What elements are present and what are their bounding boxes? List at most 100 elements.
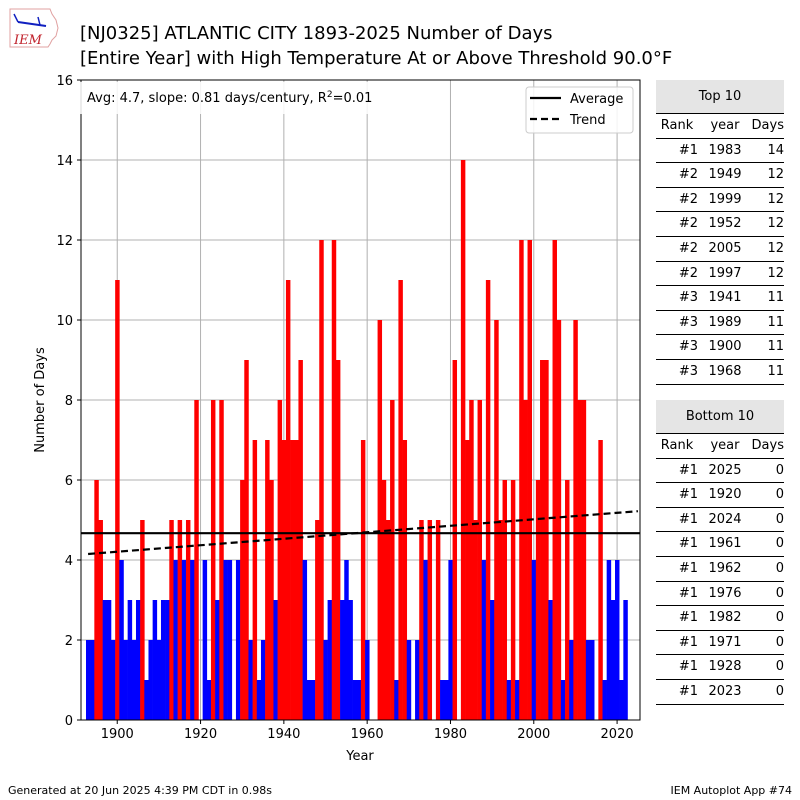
- bar-1993: [502, 480, 508, 720]
- year-cell: 1900: [708, 339, 742, 355]
- col-year: year: [710, 438, 740, 453]
- bar-1916: [181, 560, 187, 720]
- bar-1972: [415, 640, 420, 720]
- col-days: Days: [751, 118, 784, 133]
- bottom10-row: #1 2024 0: [656, 508, 784, 533]
- rank-cell: #3: [678, 290, 698, 306]
- bar-1996: [515, 680, 520, 720]
- bar-2014: [590, 640, 595, 720]
- year-cell: 2025: [708, 462, 742, 478]
- y-tick-label: 16: [56, 74, 73, 89]
- year-cell: 2023: [708, 683, 742, 699]
- bar-2007: [560, 680, 566, 720]
- days-cell: 11: [767, 314, 784, 330]
- bottom10-row: #1 1982 0: [656, 606, 784, 631]
- bar-1923: [210, 400, 216, 720]
- bar-1997: [519, 240, 524, 720]
- bar-1984: [465, 440, 470, 720]
- bar-1940: [281, 440, 287, 720]
- iowa-outline-icon: [9, 8, 59, 48]
- top10-row: #2 1997 12: [656, 262, 784, 287]
- bar-1893: [85, 640, 91, 720]
- days-cell: 11: [767, 339, 784, 355]
- bar-1983: [460, 160, 466, 720]
- bar-2012: [581, 400, 587, 720]
- top10-title: Top 10: [656, 80, 784, 114]
- bar-2000: [531, 560, 537, 720]
- bar-1922: [206, 680, 212, 720]
- x-tick-label: 2020: [601, 727, 634, 742]
- rank-cell: #1: [678, 634, 698, 650]
- bar-2021: [619, 680, 624, 720]
- bar-1903: [127, 600, 133, 720]
- wind-barb-icon: [17, 21, 47, 27]
- bar-1994: [506, 680, 512, 720]
- bar-2013: [585, 640, 591, 720]
- bar-2002: [540, 360, 545, 720]
- bar-1919: [194, 400, 199, 720]
- bar-1921: [202, 560, 208, 720]
- days-cell: 0: [775, 585, 784, 601]
- rank-cell: #1: [678, 142, 698, 158]
- bottom10-row: #1 1971 0: [656, 631, 784, 656]
- days-cell: 0: [775, 487, 784, 503]
- bar-1943: [294, 440, 299, 720]
- bottom10-header-row: Rank year Days: [656, 434, 784, 459]
- bottom10-row: #1 1962 0: [656, 557, 784, 582]
- days-cell: 0: [775, 610, 784, 626]
- bar-1968: [398, 280, 403, 720]
- year-cell: 1949: [708, 167, 742, 183]
- year-cell: 1971: [708, 634, 742, 650]
- top10-row: #2 1949 12: [656, 163, 784, 188]
- col-year: year: [710, 118, 740, 133]
- bar-2010: [573, 320, 578, 720]
- bars: [85, 160, 628, 720]
- bar-1969: [402, 440, 408, 720]
- bar-1933: [252, 440, 258, 720]
- top10-row: #3 1941 11: [656, 286, 784, 311]
- bottom10-row: #1 1961 0: [656, 532, 784, 557]
- bar-1915: [177, 520, 183, 720]
- days-cell: 0: [775, 560, 784, 576]
- bar-2004: [548, 600, 553, 720]
- bar-1978: [440, 680, 445, 720]
- bar-1931: [244, 360, 249, 720]
- days-cell: 12: [767, 191, 784, 207]
- top10-row: #2 1952 12: [656, 212, 784, 237]
- bar-1967: [394, 680, 399, 720]
- logo-text: IEM: [13, 33, 43, 48]
- bar-1895: [94, 480, 99, 720]
- bar-1951: [327, 600, 333, 720]
- bar-1909: [152, 600, 158, 720]
- bar-1981: [452, 360, 458, 720]
- rank-cell: #1: [678, 610, 698, 626]
- bar-2001: [535, 480, 541, 720]
- bar-1932: [248, 640, 253, 720]
- stats-annotation: Avg: 4.7, slope: 0.81 days/century, R2=0…: [87, 90, 372, 106]
- bar-1901: [119, 560, 124, 720]
- y-tick-label: 2: [65, 634, 73, 649]
- bar-2003: [544, 360, 549, 720]
- bar-2017: [602, 680, 607, 720]
- bar-1970: [406, 640, 412, 720]
- col-rank: Rank: [660, 438, 694, 453]
- x-tick-label: 1920: [184, 727, 217, 742]
- x-axis-label: Year: [345, 749, 374, 764]
- days-cell: 11: [767, 290, 784, 306]
- bar-1986: [473, 520, 478, 720]
- bar-1998: [523, 400, 528, 720]
- bar-1910: [156, 640, 162, 720]
- bottom10-row: #1 2025 0: [656, 459, 784, 484]
- legend: Average Trend: [525, 86, 634, 134]
- year-cell: 1961: [708, 536, 742, 552]
- year-cell: 1928: [708, 659, 742, 675]
- days-cell: 12: [767, 167, 784, 183]
- bar-1930: [240, 480, 245, 720]
- x-tick-label: 1940: [267, 727, 300, 742]
- trend-line: [87, 510, 639, 556]
- bar-1989: [485, 280, 491, 720]
- days-cell: 11: [767, 363, 784, 379]
- rank-cell: #3: [678, 314, 698, 330]
- year-cell: 1968: [708, 363, 742, 379]
